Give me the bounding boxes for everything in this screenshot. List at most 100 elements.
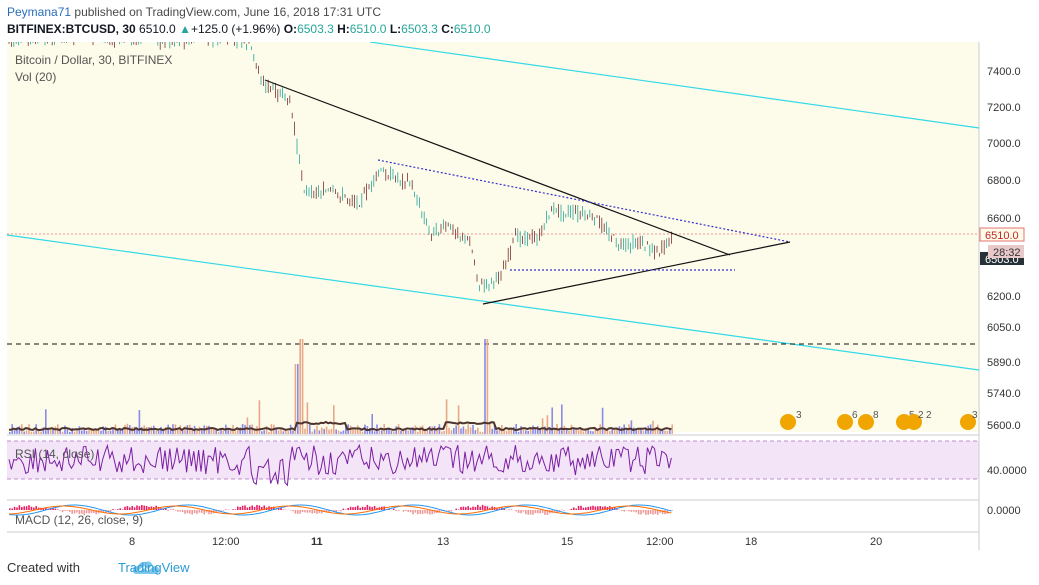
macd-hist-bar <box>424 510 426 514</box>
macd-hist-bar <box>472 506 474 510</box>
countdown-tag-text: 28:32 <box>993 247 1021 259</box>
author-link[interactable]: Peymana71 <box>7 5 72 19</box>
macd-hist-bar <box>407 510 409 512</box>
chart-area[interactable]: Bitcoin / Dollar, 30, BITFINEX Vol (20) … <box>0 41 1039 550</box>
price-tick: 5740.0 <box>987 388 1021 400</box>
volume-bar <box>177 428 179 434</box>
channel-upper-line[interactable] <box>369 41 980 129</box>
macd-hist-bar <box>397 510 400 512</box>
event-count: 3 <box>796 410 802 421</box>
volume-bar <box>277 430 280 434</box>
macd-hist-bar <box>534 510 537 514</box>
time-tick: 18 <box>745 536 757 548</box>
volume-bar <box>527 430 529 434</box>
volume-bar <box>25 430 28 434</box>
macd-hist-bar <box>90 510 93 513</box>
volume-bar <box>311 431 313 434</box>
tradingview-brand-link[interactable]: TradingView <box>118 560 190 575</box>
volume-bar <box>587 429 589 434</box>
macd-hist-bar <box>628 510 630 512</box>
volume-bar <box>484 339 486 434</box>
macd-hist-bar <box>138 506 141 510</box>
volume-bar <box>369 427 371 434</box>
volume-bar <box>220 428 222 434</box>
volume-bar <box>486 339 489 434</box>
macd-hist-bar <box>196 510 198 514</box>
volume-bar <box>354 428 357 434</box>
volume-bar <box>246 417 249 434</box>
macd-hist-bar <box>222 510 225 511</box>
volume-bar <box>637 427 640 434</box>
price-pane[interactable] <box>7 42 979 432</box>
volume-bar <box>412 427 414 434</box>
volume-bar <box>318 430 321 434</box>
event-flag-icon[interactable] <box>837 414 853 430</box>
macd-hist-bar <box>357 505 359 510</box>
volume-bar <box>227 428 229 434</box>
volume-bar <box>378 430 381 434</box>
volume-bar <box>450 430 453 434</box>
time-axis[interactable]: 8 12:00 11 13 15 12:00 18 20 <box>129 536 882 548</box>
volume-bar <box>210 427 213 434</box>
price-tick: 5890.0 <box>987 357 1021 369</box>
volume-bar <box>294 364 297 434</box>
event-markers[interactable]: 3 6 8 5 2 2 3 <box>780 410 978 430</box>
ohlc-line: BITFINEX:BTCUSD, 30 6510.0 ▲+125.0 (+1.9… <box>7 22 491 36</box>
macd-pane[interactable] <box>7 501 979 529</box>
macd-hist-bar <box>162 509 165 510</box>
volume-bar <box>133 426 136 434</box>
macd-hist-bar <box>520 510 522 514</box>
price-tick: 6600.0 <box>987 213 1021 225</box>
macd-hist-bar <box>592 505 594 510</box>
macd-hist-bar <box>191 510 193 515</box>
volume-bar <box>83 427 85 434</box>
macd-hist-bar <box>635 510 637 513</box>
symbol-label[interactable]: BITFINEX:BTCUSD, 30 <box>7 22 136 36</box>
volume-bar <box>359 429 361 434</box>
volume-bar <box>138 410 141 434</box>
price-axis[interactable]: 7400.0 7200.0 7000.0 6800.0 6600.0 6200.… <box>987 66 1021 432</box>
macd-hist-bar <box>273 506 275 510</box>
macd-hist-bar <box>467 506 469 510</box>
macd-hist-bar <box>529 510 532 515</box>
macd-hist-bar <box>167 510 169 511</box>
triangle-lower-trendline[interactable] <box>482 241 791 305</box>
event-flag-icon[interactable] <box>960 414 976 430</box>
macd-hist-bar <box>100 510 102 512</box>
volume-bar <box>93 428 95 434</box>
tradingview-cloud-icon[interactable] <box>87 558 207 578</box>
macd-hist-bar <box>496 508 498 510</box>
volume-bar <box>551 407 553 434</box>
volume-bar <box>489 422 491 434</box>
macd-hist-bar <box>335 510 337 513</box>
volume-bar <box>436 429 438 434</box>
volume-bar <box>520 426 522 434</box>
volume-bar <box>371 414 373 434</box>
last-price-tag <box>979 227 1025 242</box>
triangle-upper-trendline[interactable] <box>264 79 731 256</box>
macd-hist-bar <box>354 506 357 510</box>
volume-bar <box>280 428 282 434</box>
volume-bar <box>448 427 450 434</box>
high-value: 6510.0 <box>349 22 387 36</box>
volume-bar <box>18 426 21 434</box>
macd-hist-bar <box>85 510 88 514</box>
macd-hist-bar <box>589 506 592 510</box>
volume-bar <box>666 430 669 434</box>
volume-bar <box>196 430 198 434</box>
event-flag-icon[interactable] <box>858 414 874 430</box>
macd-hist-bar <box>657 510 659 515</box>
macd-hist-bar <box>294 510 297 514</box>
volume-bar <box>601 407 604 434</box>
volume-bar <box>213 428 215 434</box>
event-flag-icon[interactable] <box>780 414 796 430</box>
macd-hist-bar <box>59 510 61 511</box>
volume-bar <box>635 428 637 434</box>
chart-svg[interactable]: Bitcoin / Dollar, 30, BITFINEX Vol (20) … <box>0 41 1039 550</box>
macd-hist-bar <box>652 510 654 515</box>
macd-hist-bar <box>337 510 340 511</box>
event-count: 2 <box>926 410 932 421</box>
macd-hist-bar <box>208 510 210 515</box>
event-flag-icon[interactable] <box>906 414 922 430</box>
volume-bar <box>479 431 481 434</box>
